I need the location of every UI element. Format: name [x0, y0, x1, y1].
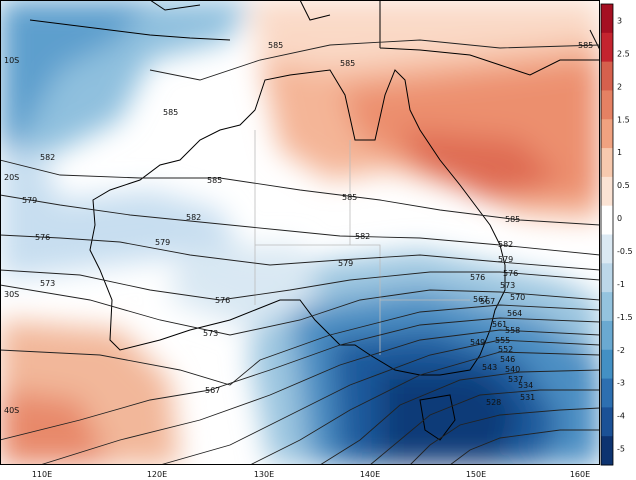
contour-label: 582 [355, 232, 370, 241]
colorbar-swatch [601, 90, 613, 120]
height-contours [0, 39, 600, 465]
lon-label: 150E [466, 470, 486, 479]
colorbar-swatch [601, 148, 613, 178]
contour-label: 570 [510, 293, 525, 302]
contour-label: 534 [518, 381, 533, 390]
contour-label: 585 [578, 41, 593, 50]
contour-label: 567 [480, 297, 495, 306]
contour-label: 576 [503, 269, 518, 278]
colorbar-swatch [601, 349, 613, 380]
anomaly-field [0, 0, 600, 465]
colorbar-tick-label: -5 [617, 445, 625, 454]
colorbar-swatch [601, 119, 613, 149]
colorbar-tick-label: 0.5 [617, 181, 630, 190]
colorbar-tick-label: 1.5 [617, 115, 630, 124]
coastlines [29, 0, 600, 441]
contour-label: 576 [215, 296, 230, 305]
colorbar-swatch [601, 407, 613, 437]
colorbar-ticks: 3 2.5 2 1.5 1 0.5 0 -0.5 -1 -1.5 -2 -3 -4 -5 [617, 16, 633, 453]
contour-label: 585 [268, 41, 283, 50]
contour-label: 585 [505, 215, 520, 224]
colorbar-swatch [601, 378, 613, 408]
contour-label: 585 [163, 108, 178, 117]
colorbar-tick-label: -0.5 [617, 247, 633, 256]
contour-label: 579 [498, 255, 513, 264]
colorbar-tick-label: 2 [617, 82, 622, 91]
lat-label: 20S [4, 173, 19, 182]
plot-frame [0, 0, 600, 465]
colorbar-swatch [601, 4, 613, 34]
contour-labels: 585 585 585 585 585 585 585 582 582 582 … [22, 41, 593, 407]
colorbar-tick-label: 1 [617, 148, 622, 157]
lon-label: 120E [147, 470, 167, 479]
contour-label: 573 [203, 329, 218, 338]
colorbar-tick-label: 2.5 [617, 49, 630, 58]
colorbar-swatch [601, 292, 613, 322]
colorbar-swatch [601, 234, 613, 264]
contour-label: 573 [40, 279, 55, 288]
colorbar-tick-label: -1.5 [617, 313, 633, 322]
colorbar-swatch [601, 436, 613, 466]
colorbar-swatch [601, 263, 613, 293]
state-borders [254, 130, 470, 355]
contour-label: 549 [470, 338, 485, 347]
colorbar-swatch [601, 205, 613, 235]
lat-labels: 10S 20S 30S 40S [4, 56, 19, 415]
contour-label: 576 [35, 233, 50, 242]
colorbar-tick-label: 0 [617, 214, 622, 223]
contour-label: 555 [495, 336, 510, 345]
contour-label: 561 [492, 320, 507, 329]
contour-label: 585 [340, 59, 355, 68]
contour-label: 564 [507, 309, 522, 318]
lon-label: 110E [32, 470, 52, 479]
contour-label: 537 [508, 375, 523, 384]
contour-label: 558 [505, 326, 520, 335]
lon-labels: 110E 120E 130E 140E 150E 160E [32, 470, 590, 479]
contour-label: 567 [205, 386, 220, 395]
colorbar-frame [600, 3, 614, 466]
colorbar-swatch [601, 176, 613, 207]
colorbar-tick-label: -2 [617, 346, 625, 355]
contour-label: 567 [473, 295, 488, 304]
colorbar-swatch [601, 61, 613, 91]
contour-label: 576 [470, 273, 485, 282]
colorbar-tick-label: 3 [617, 16, 622, 25]
contour-label: 546 [500, 355, 515, 364]
contour-label: 579 [155, 238, 170, 247]
contour-label: 543 [482, 363, 497, 372]
colorbar-tick-label: -1 [617, 280, 625, 289]
lat-label: 40S [4, 406, 19, 415]
colorbar-swatch [601, 32, 613, 63]
contour-label: 582 [186, 213, 201, 222]
lon-label: 160E [570, 470, 590, 479]
lat-label: 10S [4, 56, 19, 65]
colorbar-swatch [601, 320, 613, 351]
contour-label: 579 [22, 196, 37, 205]
contour-label: 582 [40, 153, 55, 162]
colorbar-tick-label: -4 [617, 412, 625, 421]
contour-label: 552 [498, 345, 513, 354]
contour-label: 540 [505, 365, 520, 374]
lat-label: 30S [4, 290, 19, 299]
contour-label: 528 [486, 398, 501, 407]
contour-label: 579 [338, 259, 353, 268]
colorbar [600, 3, 614, 466]
contour-label: 585 [342, 193, 357, 202]
contour-label: 573 [500, 281, 515, 290]
contour-label: 531 [520, 393, 535, 402]
contour-label: 582 [498, 240, 513, 249]
lon-label: 130E [254, 470, 274, 479]
contour-label: 585 [207, 176, 222, 185]
lon-label: 140E [360, 470, 380, 479]
colorbar-tick-label: -3 [617, 379, 625, 388]
